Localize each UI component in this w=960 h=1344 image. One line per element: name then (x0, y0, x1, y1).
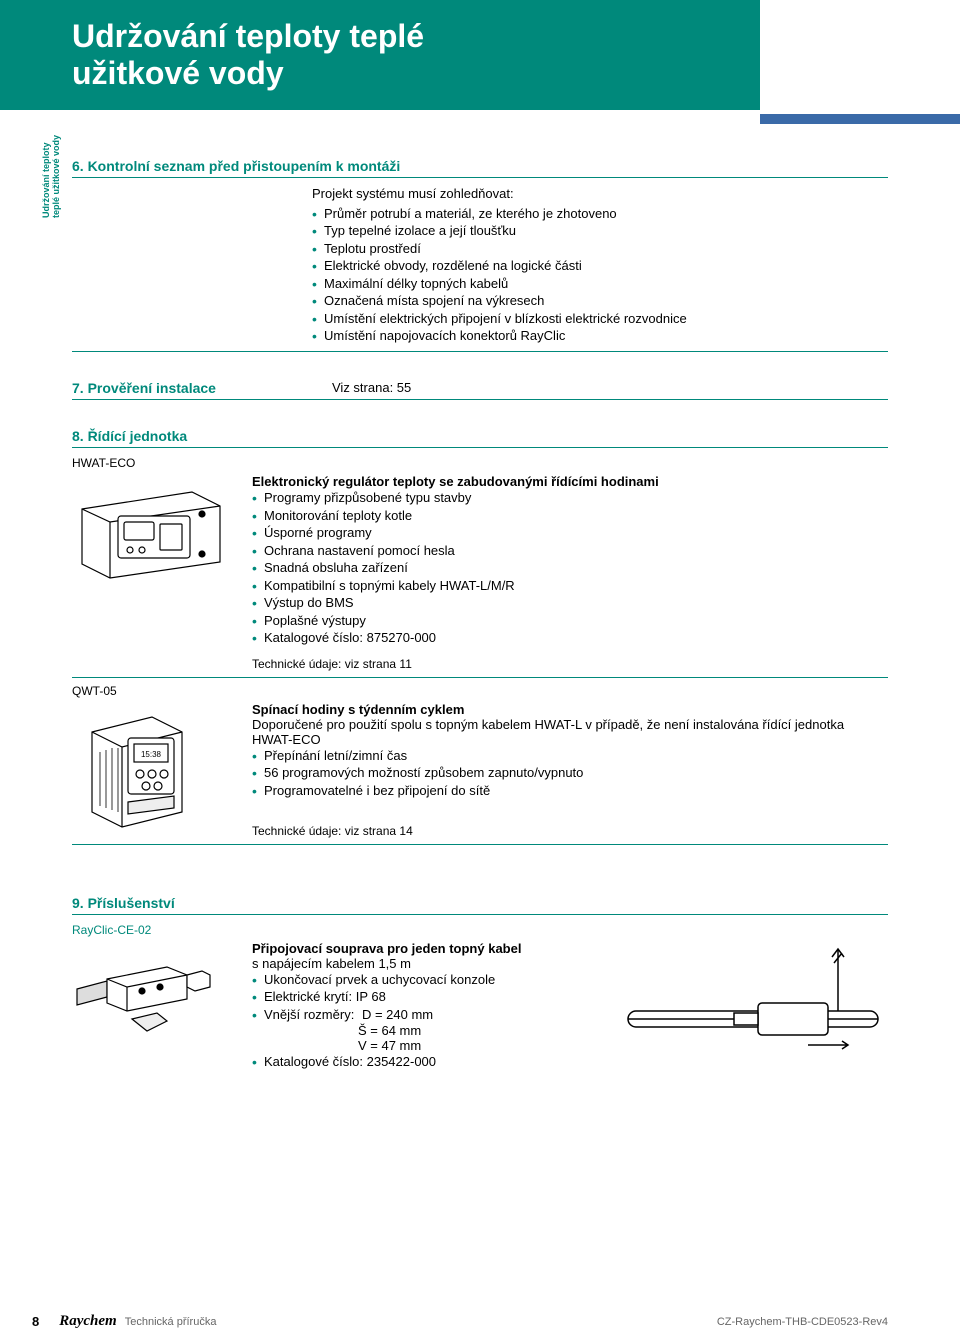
list-item: 56 programových možností způsobem zapnut… (252, 764, 888, 782)
list-item: Monitorování teploty kotle (252, 507, 888, 525)
page-content: 6. Kontrolní seznam před přistoupením k … (0, 110, 960, 1071)
rayclic-list: Ukončovací prvek a uchycovací konzole El… (252, 971, 598, 1024)
dim-d: D = 240 mm (362, 1007, 433, 1022)
hwat-row: Elektronický regulátor teploty se zabudo… (72, 474, 888, 671)
list-item: Ochrana nastavení pomocí hesla (252, 542, 888, 560)
header-stripe (760, 114, 960, 124)
qwt-headline: Spínací hodiny s týdenním cyklem (252, 702, 888, 717)
section6-title: 6. Kontrolní seznam před přistoupením k … (72, 158, 888, 178)
hwat-headline: Elektronický regulátor teploty se zabudo… (252, 474, 888, 489)
title-line1: Udržování teploty teplé (72, 18, 424, 54)
side-tab-line2: teplé užitkové vody (51, 135, 61, 218)
list-item: Označená místa spojení na výkresech (312, 292, 888, 310)
hwat-label: HWAT-ECO (72, 456, 888, 470)
section8-title: 8. Řídící jednotka (72, 428, 888, 448)
page-number: 8 (32, 1314, 39, 1329)
separator (72, 844, 888, 845)
manual-label: Technická příručka (125, 1316, 217, 1328)
title-line2: užitkové vody (72, 55, 284, 91)
list-item: Přepínání letní/zimní čas (252, 747, 888, 765)
dim-v: V = 47 mm (252, 1038, 598, 1053)
list-item: Katalogové číslo: 875270-000 (252, 629, 888, 647)
list-item: Výstup do BMS (252, 594, 888, 612)
qwt-label: QWT-05 (72, 684, 888, 698)
list-item: Umístění elektrických připojení v blízko… (312, 310, 888, 328)
hwat-tech-ref: Technické údaje: viz strana 11 (252, 657, 888, 671)
section6-list: Průměr potrubí a materiál, ze kterého je… (312, 205, 888, 345)
list-item: Typ tepelné izolace a její tloušťku (312, 222, 888, 240)
list-item: Elektrické obvody, rozdělené na logické … (312, 257, 888, 275)
list-item: Snadná obsluha zařízení (252, 559, 888, 577)
hwat-list: Programy přizpůsobené typu stavby Monito… (252, 489, 888, 647)
list-item: Programy přizpůsobené typu stavby (252, 489, 888, 507)
list-item: Umístění napojovacích konektorů RayClic (312, 327, 888, 345)
qwt-row: 15:38 Spínací hodiny s týdenním cyklem D… (72, 702, 888, 838)
rayclic-headline: Připojovací souprava pro jeden topný kab… (252, 941, 598, 956)
hwat-text: Elektronický regulátor teploty se zabudo… (252, 474, 888, 671)
rayclic-text: Připojovací souprava pro jeden topný kab… (252, 941, 598, 1071)
svg-text:15:38: 15:38 (141, 750, 162, 759)
list-item: Úsporné programy (252, 524, 888, 542)
list-item: Průměr potrubí a materiál, ze kterého je… (312, 205, 888, 223)
separator (72, 677, 888, 678)
list-item: Ukončovací prvek a uchycovací konzole (252, 971, 598, 989)
rayclic-subline: s napájecím kabelem 1,5 m (252, 956, 598, 971)
dim-s: Š = 64 mm (252, 1023, 598, 1038)
page-title: Udržování teploty teplé užitkové vody (72, 18, 760, 92)
list-item: Teplotu prostředí (312, 240, 888, 258)
section7-title-row: 7. Prověření instalace Viz strana: 55 (72, 380, 888, 400)
rayclic-illustration (72, 941, 232, 1041)
qwt-desc: Doporučené pro použití spolu s topným ka… (252, 717, 888, 747)
rayclic-diagram (618, 941, 888, 1071)
list-item: Maximální délky topných kabelů (312, 275, 888, 293)
section6-body: Projekt systému musí zohledňovat: Průměr… (72, 186, 888, 345)
list-item: Vnější rozměry: D = 240 mm (252, 1006, 598, 1024)
rayclic-catalog-list: Katalogové číslo: 235422-000 (252, 1053, 598, 1071)
hwat-eco-illustration (72, 474, 232, 584)
list-item: Katalogové číslo: 235422-000 (252, 1053, 598, 1071)
rayclic-label: RayClic-CE-02 (72, 923, 888, 937)
brand-logo: Raychem (59, 1313, 117, 1330)
qwt-tech-ref: Technické údaje: viz strana 14 (252, 824, 888, 838)
section7-ref: Viz strana: 55 (332, 380, 888, 396)
page-footer: 8 Raychem Technická příručka CZ-Raychem-… (0, 1313, 960, 1330)
side-tab: Udržování teploty teplé užitkové vody (42, 135, 62, 218)
section7-title: 7. Prověření instalace (72, 380, 332, 396)
page-header: Udržování teploty teplé užitkové vody (0, 0, 760, 110)
separator (72, 351, 888, 352)
dims-label: Vnější rozměry: (264, 1007, 354, 1022)
rayclic-row: Připojovací souprava pro jeden topný kab… (72, 941, 888, 1071)
list-item: Kompatibilní s topnými kabely HWAT-L/M/R (252, 577, 888, 595)
side-tab-line1: Udržování teploty (41, 142, 51, 218)
qwt-list: Přepínání letní/zimní čas 56 programovýc… (252, 747, 888, 800)
list-item: Programovatelné i bez připojení do sítě (252, 782, 888, 800)
doc-id: CZ-Raychem-THB-CDE0523-Rev4 (717, 1316, 888, 1328)
qwt-illustration: 15:38 (72, 702, 232, 832)
section9-title: 9. Příslušenství (72, 895, 888, 915)
list-item: Poplašné výstupy (252, 612, 888, 630)
qwt-text: Spínací hodiny s týdenním cyklem Doporuč… (252, 702, 888, 838)
section6-intro: Projekt systému musí zohledňovat: (312, 186, 888, 201)
list-item: Elektrické krytí: IP 68 (252, 988, 598, 1006)
